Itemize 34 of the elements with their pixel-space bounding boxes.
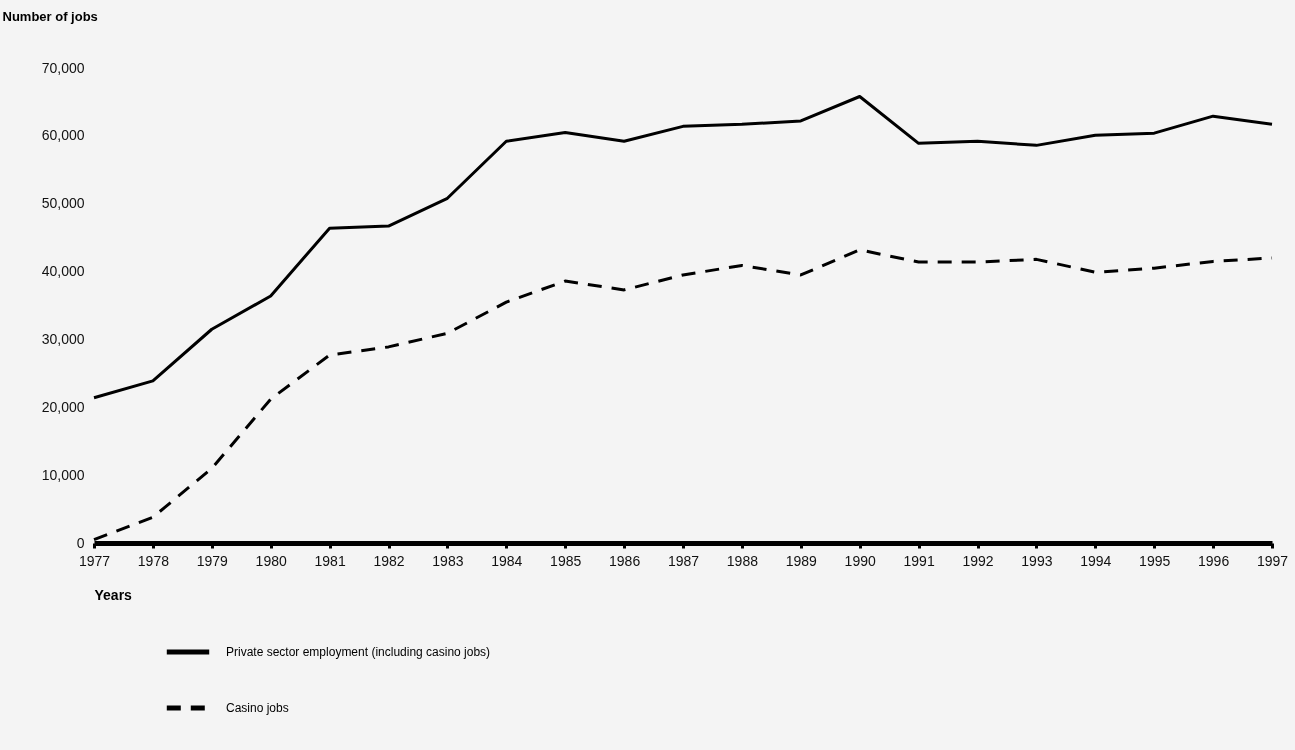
x-tick-label: 1994	[1080, 552, 1112, 569]
y-tick-label: 0	[76, 534, 85, 551]
x-tick-label: 1981	[314, 552, 346, 569]
x-axis-title: Years	[94, 586, 133, 603]
x-tick-label: 1979	[196, 552, 229, 569]
x-tick-label: 1985	[550, 552, 582, 569]
x-tick-label: 1997	[1256, 552, 1289, 569]
x-tick-label: 1996	[1198, 552, 1230, 569]
legend-label: Casino jobs	[226, 701, 289, 715]
x-tick-label: 1991	[903, 552, 935, 569]
x-tick-label: 1986	[609, 552, 641, 569]
y-tick-label: 50,000	[41, 195, 85, 212]
x-tick-label: 1993	[1021, 552, 1053, 569]
x-tick-label: 1977	[78, 552, 111, 569]
y-tick-label: 40,000	[41, 263, 85, 280]
x-tick-label: 1978	[137, 552, 170, 569]
y-tick-label: 70,000	[41, 59, 85, 76]
y-tick-label: 20,000	[41, 398, 85, 415]
x-tick-label: 1980	[255, 552, 287, 569]
x-tick-label: 1988	[726, 552, 759, 569]
y-tick-label: 30,000	[41, 330, 85, 347]
x-tick-label: 1983	[432, 552, 464, 569]
legend-label: Private sector employment (including casino jobs)	[226, 645, 491, 659]
x-tick-label: 1992	[962, 552, 994, 569]
x-tick-label: 1982	[373, 552, 405, 569]
x-tick-label: 1987	[667, 552, 700, 569]
x-tick-label: 1984	[491, 552, 523, 569]
x-tick-label: 1989	[785, 552, 818, 569]
y-tick-label: 60,000	[41, 127, 85, 144]
line-series	[92, 95, 1274, 400]
y-tick-label: 10,000	[41, 466, 85, 483]
y-axis-title: Number of jobs	[2, 8, 98, 24]
x-tick-label: 1990	[844, 552, 876, 569]
x-tick-label: 1995	[1139, 552, 1171, 569]
